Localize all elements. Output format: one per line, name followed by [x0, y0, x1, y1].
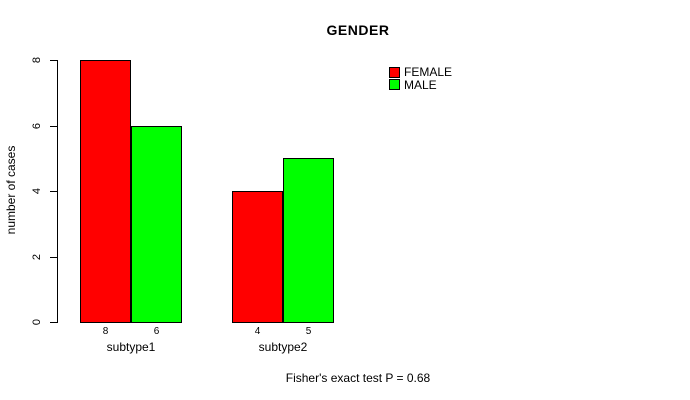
chart-title: GENDER	[326, 22, 390, 38]
bar-count-female-subtype2: 4	[254, 326, 261, 337]
bar-female-subtype1	[80, 60, 131, 323]
x-axis-label-subtype1: subtype1	[106, 340, 156, 354]
legend-label-female: FEMALE	[404, 65, 453, 80]
legend-swatch-male	[389, 79, 400, 91]
legend-label-male: MALE	[404, 77, 437, 92]
annotation-fisher-exact-test: Fisher's exact test P = 0.68	[285, 371, 431, 385]
y-tick-6	[50, 125, 57, 127]
y-tick-8	[50, 60, 57, 61]
bar-count-male-subtype2: 5	[305, 326, 312, 337]
bar-male-subtype1	[131, 125, 182, 323]
y-tick-2	[50, 256, 57, 258]
x-axis-label-subtype2: subtype2	[258, 340, 308, 354]
legend-swatch-female	[389, 66, 400, 78]
y-tick-0	[50, 322, 57, 323]
bar-male-subtype2	[283, 158, 334, 323]
legend: FEMALE MALE	[389, 66, 452, 91]
y-axis-line	[57, 60, 58, 323]
bar-count-male-subtype1: 6	[153, 326, 160, 337]
y-tick-4	[50, 191, 57, 192]
legend-entry-female: FEMALE	[389, 66, 452, 79]
legend-entry-male: MALE	[389, 79, 452, 92]
bar-count-female-subtype1: 8	[102, 326, 109, 337]
bar-female-subtype2	[232, 191, 283, 323]
